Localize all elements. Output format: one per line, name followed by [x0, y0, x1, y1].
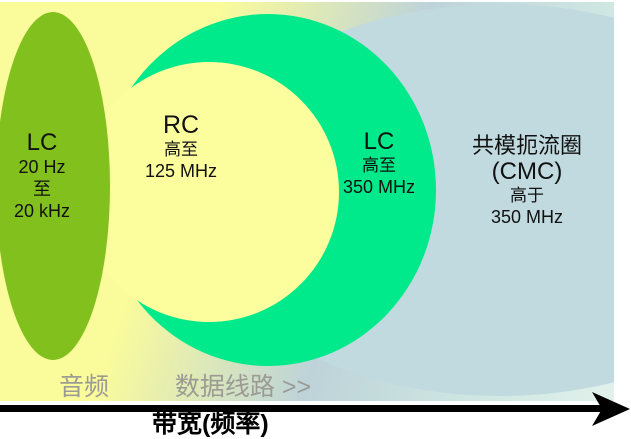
bandwidth-axis-line	[0, 405, 602, 412]
lc-low-title: LC	[26, 129, 58, 156]
bandwidth-axis-title: 带宽(频率)	[152, 410, 269, 438]
lc-low-label: LC 20 Hz 至 20 kHz	[14, 129, 70, 222]
cmc-title: 共模扼流圈	[471, 133, 583, 158]
cmc-line3: 350 MHz	[490, 207, 564, 227]
lc-high-line2: 350 MHz	[342, 177, 416, 197]
cmc-line2: 高于	[509, 186, 544, 205]
lc-low-line1: 20 Hz	[18, 157, 66, 177]
lc-low-ellipse	[0, 12, 110, 360]
rc-line2: 125 MHz	[144, 161, 218, 181]
diagram-background	[0, 2, 614, 401]
cmc-label: 共模扼流圈 (CMC) 高于 350 MHz	[472, 134, 582, 228]
data-lines-zone-label: 数据线路 >>	[174, 373, 312, 401]
lc-high-label: LC 高至 350 MHz	[343, 128, 415, 198]
rc-circle	[79, 62, 339, 322]
rc-line1: 高至	[164, 140, 198, 159]
lc-low-line2: 至	[33, 179, 51, 199]
rc-label: RC 高至 125 MHz	[145, 111, 217, 182]
audio-zone-label: 音频	[58, 373, 110, 401]
arrow-right-icon	[592, 392, 630, 426]
cmc-line1: (CMC)	[491, 158, 563, 185]
lc-high-title: LC	[363, 128, 395, 155]
rc-title: RC	[162, 111, 200, 139]
lc-high-line1: 高至	[362, 156, 396, 175]
lc-low-line3: 20 kHz	[13, 201, 71, 221]
